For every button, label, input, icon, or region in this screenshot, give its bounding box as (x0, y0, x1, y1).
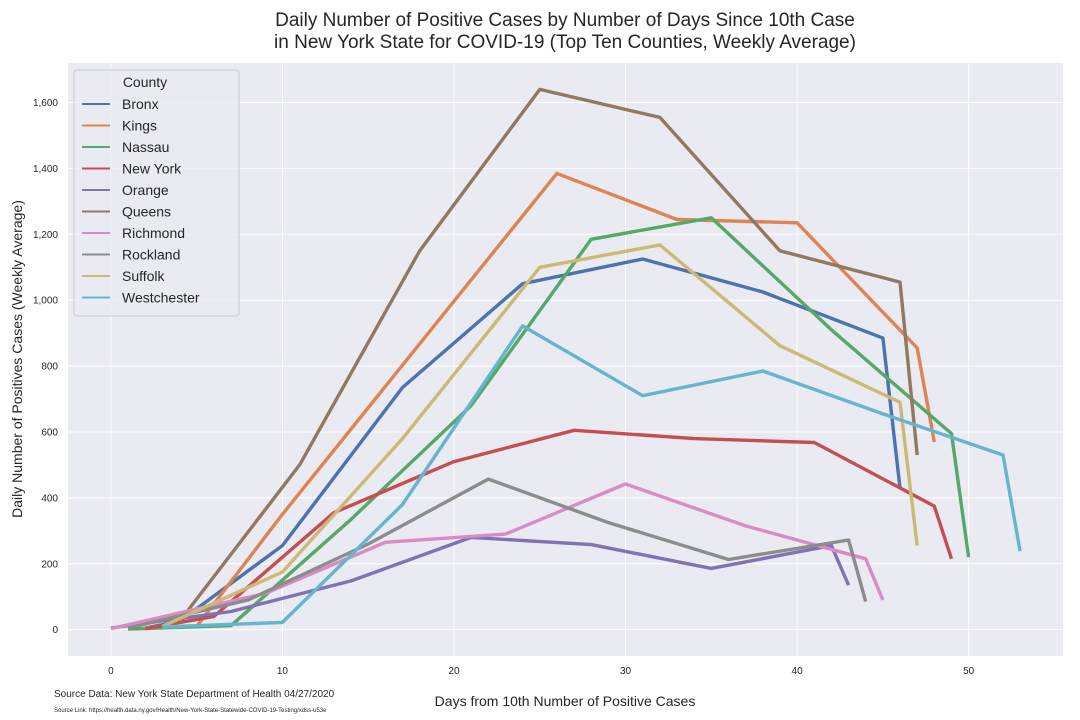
y-axis-label: Daily Number of Positives Cases (Weekly … (9, 200, 25, 518)
y-tick-label: 200 (41, 559, 58, 570)
legend-label-orange: Orange (122, 182, 169, 198)
x-tick-label: 30 (620, 666, 632, 677)
legend-label-nassau: Nassau (122, 139, 169, 155)
y-tick-labels: 0 200 400 600 800 1,000 1,200 1,400 1,600 (33, 98, 58, 636)
legend-title: County (123, 74, 167, 90)
legend-items: Bronx Kings Nassau New York Orange Queens Rich… (82, 96, 200, 306)
legend-label-richmond: Richmond (122, 225, 185, 241)
source-link-note: Source Link: https://health.data.ny.gov/… (54, 708, 327, 714)
series-line-richmond (110, 482, 885, 631)
x-tick-label: 50 (963, 666, 975, 677)
series-lines (110, 87, 1022, 631)
x-tick-label: 20 (448, 666, 460, 677)
series-line-orange (110, 535, 851, 630)
x-tick-label: 0 (108, 666, 114, 677)
y-tick-label: 600 (41, 427, 58, 438)
legend-label-new-york: New York (122, 161, 182, 177)
y-tick-label: 0 (52, 625, 58, 636)
y-tick-label: 1,200 (33, 230, 58, 241)
legend-box (73, 69, 240, 317)
chart-title-line-2: in New York State for COVID-19 (Top Ten … (274, 32, 856, 53)
legend-label-queens: Queens (122, 204, 171, 220)
legend: County Bronx Kings Nassau New York Orange Que… (73, 69, 240, 317)
chart-title-line-1: Daily Number of Positive Cases by Number… (275, 10, 855, 31)
legend-label-rockland: Rockland (122, 247, 180, 263)
x-tick-label: 40 (792, 666, 804, 677)
legend-label-bronx: Bronx (122, 96, 159, 112)
series-line-westchester (162, 324, 1022, 629)
series-line-suffolk (161, 243, 919, 628)
y-tick-label: 800 (41, 362, 58, 373)
series-line-rockland (127, 477, 868, 630)
x-tick-labels: 0 10 20 30 40 50 (108, 666, 975, 677)
x-axis-label: Days from 10th Number of Positive Cases (435, 693, 696, 709)
legend-label-westchester: Westchester (122, 290, 200, 306)
y-tick-label: 1,600 (33, 98, 58, 109)
legend-label-kings: Kings (122, 118, 157, 134)
y-tick-label: 1,000 (33, 296, 58, 307)
y-tick-label: 400 (41, 493, 58, 504)
series-line-new-york (144, 428, 954, 631)
y-tick-label: 1,400 (33, 164, 58, 175)
x-tick-label: 10 (277, 666, 289, 677)
series-line-bronx (144, 257, 902, 630)
source-data-note: Source Data: New York State Department o… (54, 689, 335, 700)
series-line-queens (178, 87, 919, 623)
legend-label-suffolk: Suffolk (122, 268, 166, 284)
